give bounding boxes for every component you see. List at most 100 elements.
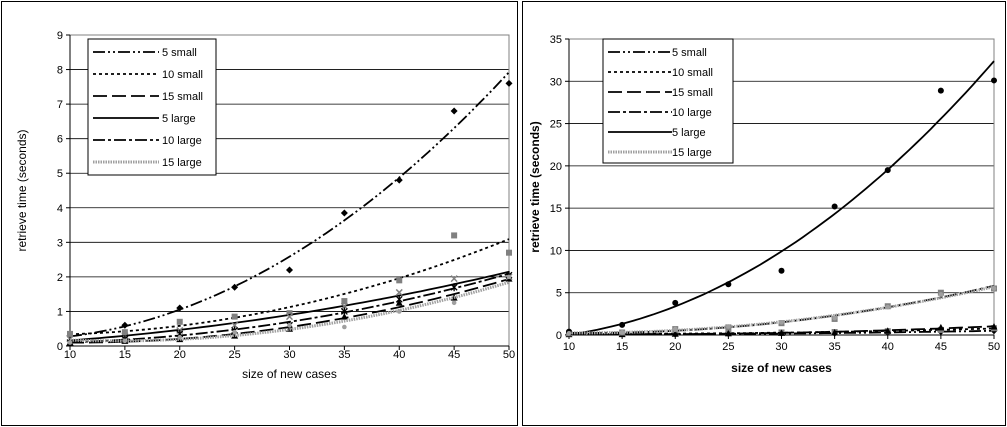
data-point-5-large	[450, 275, 458, 283]
data-point-15-large	[67, 340, 73, 345]
y-tick-label: 0	[556, 330, 562, 342]
legend-label-15-small: 15 small	[672, 87, 713, 99]
legend-label-15-large: 15 large	[672, 147, 712, 159]
chart-panel-left: 0 1 2 3 4 5 6 7 8 9 10 15 20 25 30 35 40 45 50 size of new …	[1, 1, 518, 426]
data-point-10-small	[506, 249, 512, 256]
data-point-15-large	[122, 338, 128, 344]
y-axis-label: retrieve time (seconds)	[15, 129, 29, 251]
data-point-5-large	[395, 288, 403, 296]
trendline-10-large	[69, 272, 510, 343]
y-axis-label: retrieve time (seconds)	[528, 121, 542, 252]
y-tick-label: 15	[550, 203, 562, 215]
data-point-5-large	[619, 321, 626, 328]
legend: 5 small 10 small 15 small 5 large 10 large 15…	[87, 38, 217, 176]
data-point-15-large	[506, 274, 512, 280]
data-point-5-small	[450, 107, 458, 115]
x-tick-label: 25	[229, 349, 241, 361]
data-point-10-small	[176, 318, 183, 325]
y-tick-label: 25	[550, 119, 562, 131]
series-5-large	[66, 270, 513, 343]
data-point-15-large	[451, 300, 457, 306]
x-tick-label: 50	[988, 341, 1000, 353]
x-tick-label: 45	[448, 349, 460, 361]
data-point-15-small	[671, 330, 679, 337]
data-point-10-large	[395, 295, 403, 304]
data-point-5-small	[505, 79, 513, 87]
data-point-15-small	[778, 329, 785, 336]
x-tick-label: 10	[563, 341, 575, 353]
y-tick-label: 35	[550, 34, 562, 46]
series-10-small	[67, 232, 512, 337]
trendline-5-large	[568, 60, 995, 336]
data-point-15-large	[885, 304, 891, 310]
data-point-5-small	[286, 266, 293, 274]
data-point-10-large	[450, 283, 458, 292]
y-tick-label: 7	[57, 99, 63, 111]
legend-box	[87, 38, 217, 176]
data-point-5-large	[778, 267, 785, 274]
data-point-15-small	[884, 327, 892, 334]
data-point-15-small	[831, 328, 839, 336]
data-point-5-small	[340, 209, 348, 217]
data-point-15-small	[937, 323, 945, 331]
trendline-5-small	[69, 71, 510, 338]
y-tick-label: 20	[550, 161, 562, 173]
x-tick-label: 10	[64, 349, 76, 361]
series-15-large	[566, 285, 997, 336]
legend-box	[602, 38, 734, 164]
data-point-10-small	[341, 298, 348, 305]
data-point-5-small	[231, 283, 239, 291]
y-tick-label: 30	[550, 76, 562, 88]
x-tick-label: 25	[722, 341, 734, 353]
data-point-15-large	[396, 309, 402, 314]
series-5-large	[566, 60, 997, 336]
y-tick-label: 8	[57, 65, 63, 77]
trendline-10-small	[69, 238, 510, 336]
x-tick-label: 50	[503, 349, 515, 361]
y-tick-labels: 0 5 10 15 20 25 30 35	[550, 34, 569, 342]
y-tick-label: 5	[556, 288, 562, 300]
y-tick-label: 5	[57, 168, 63, 180]
trendline-5-large	[69, 270, 510, 342]
x-tick-label: 15	[616, 341, 628, 353]
x-tick-label: 15	[119, 349, 131, 361]
legend-label-5-large: 5 large	[162, 113, 196, 125]
data-point-5-small	[121, 321, 129, 329]
series-15-large	[67, 274, 512, 345]
legend-label-15-large: 15 large	[162, 157, 202, 169]
chart-right: 0 5 10 15 20 25 30 35 10 15 20 25 30 35 40 45 50 size of …	[528, 34, 1000, 375]
data-point-5-large	[725, 281, 732, 288]
trendline-15-large	[69, 280, 510, 343]
legend-label-10-large: 10 large	[672, 107, 712, 119]
x-tick-label: 40	[882, 341, 894, 353]
x-tick-label: 35	[338, 349, 350, 361]
x-tick-label: 35	[829, 341, 841, 353]
data-point-15-large	[342, 324, 347, 330]
data-point-5-large	[884, 167, 891, 174]
y-tick-label: 4	[57, 203, 63, 215]
chart-panel-right: 0 5 10 15 20 25 30 35 10 15 20 25 30 35 40 45 50 size of …	[522, 1, 1006, 426]
data-point-15-large	[566, 331, 572, 336]
x-tick-label: 20	[669, 341, 681, 353]
data-point-10-small	[396, 277, 403, 284]
legend-label-10-large: 10 large	[162, 135, 202, 147]
legend: 5 small 10 small 15 small 10 large 5 large 15…	[602, 38, 734, 164]
data-point-5-large	[937, 87, 944, 94]
data-point-10-small	[121, 329, 128, 336]
data-point-15-small	[724, 329, 732, 337]
data-point-5-small	[176, 304, 184, 312]
x-tick-labels: 10 15 20 25 30 35 40 45 50	[563, 335, 1000, 353]
x-tick-label: 30	[283, 349, 295, 361]
data-point-10-large	[340, 307, 348, 316]
y-tick-labels: 0 1 2 3 4 5 6 7 8 9	[57, 30, 70, 353]
data-point-5-large	[991, 77, 997, 84]
y-tick-label: 6	[57, 134, 63, 146]
data-point-5-large	[231, 321, 239, 329]
x-tick-label: 40	[393, 349, 405, 361]
data-point-15-large	[779, 320, 784, 325]
data-point-5-small	[395, 176, 403, 184]
data-point-10-small	[231, 313, 238, 320]
y-tick-label: 3	[57, 237, 63, 249]
legend-label-10-small: 10 small	[162, 69, 203, 81]
